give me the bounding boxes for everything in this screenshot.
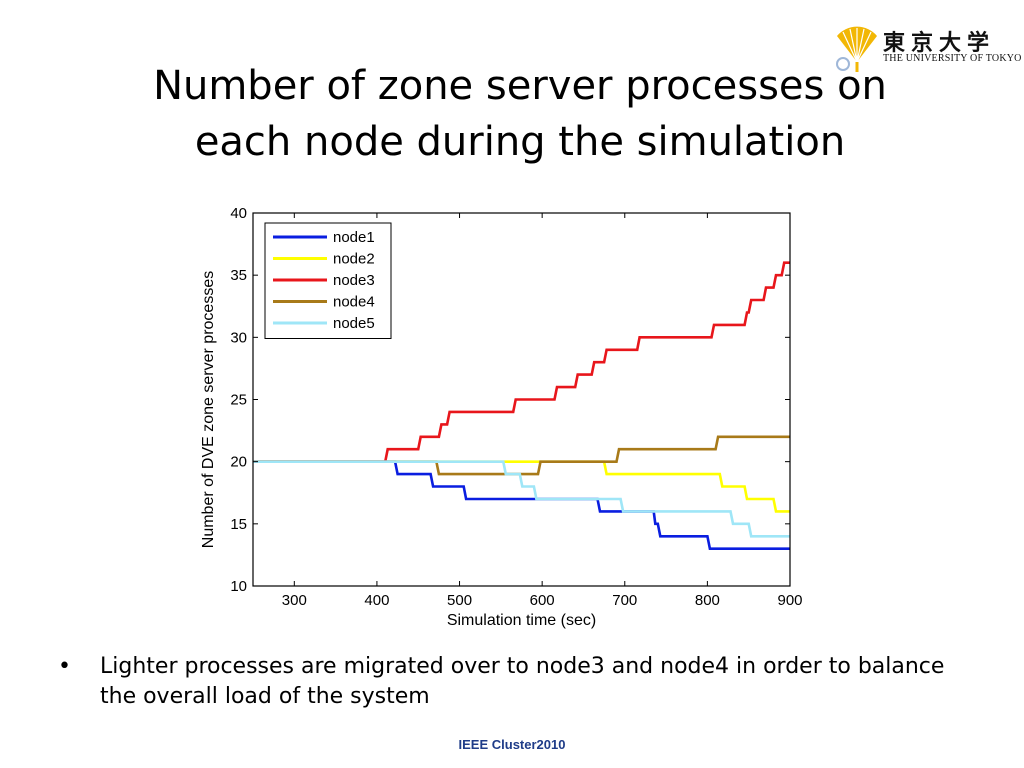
y-tick-label: 10 xyxy=(230,578,247,595)
university-logo: 東京大学 THE UNIVERSITY OF TOKYO xyxy=(833,22,1021,74)
y-tick-label: 15 xyxy=(230,516,247,533)
ginkgo-leaf-icon xyxy=(836,26,877,72)
x-tick-label: 900 xyxy=(777,592,802,609)
slide-title: Number of zone server processes on each … xyxy=(70,58,970,170)
x-tick-label: 700 xyxy=(612,592,637,609)
legend-label-node5: node5 xyxy=(333,315,375,332)
x-axis-label: Simulation time (sec) xyxy=(447,612,596,629)
y-tick-label: 25 xyxy=(230,392,247,409)
series-line-node4 xyxy=(253,435,790,476)
title-line-2: each node during the simulation xyxy=(194,119,846,165)
legend-label-node3: node3 xyxy=(333,272,375,289)
x-tick-label: 400 xyxy=(364,592,389,609)
series-line-node5 xyxy=(253,460,790,538)
x-tick-label: 600 xyxy=(530,592,555,609)
y-tick-label: 30 xyxy=(230,329,247,346)
legend-label-node1: node1 xyxy=(333,229,375,246)
series-line-node3 xyxy=(253,261,790,463)
bullet-marker: • xyxy=(58,654,71,679)
y-tick-label: 35 xyxy=(230,267,247,284)
y-tick-label: 20 xyxy=(230,454,247,471)
y-axis-label: Number of DVE zone server processes xyxy=(200,271,217,548)
logo-english-text: THE UNIVERSITY OF TOKYO xyxy=(883,53,1022,64)
y-tick-label: 40 xyxy=(230,205,247,222)
series-line-node1 xyxy=(253,460,790,550)
line-chart: 300 400 500 600 700 800 900 10 15 20 25 30 35 40 Simul… xyxy=(200,205,803,629)
x-tick-label: 800 xyxy=(695,592,720,609)
x-tick-label: 500 xyxy=(447,592,472,609)
title-line-1: Number of zone server processes on xyxy=(153,63,887,109)
x-tick-label: 300 xyxy=(282,592,307,609)
legend-label-node4: node4 xyxy=(333,294,375,311)
logo-japanese-text: 東京大学 xyxy=(883,30,996,56)
bullet-text: Lighter processes are migrated over to n… xyxy=(100,654,945,709)
footer-text: IEEE Cluster2010 xyxy=(458,737,566,752)
series-line-node2 xyxy=(253,460,790,513)
legend-label-node2: node2 xyxy=(333,251,375,268)
